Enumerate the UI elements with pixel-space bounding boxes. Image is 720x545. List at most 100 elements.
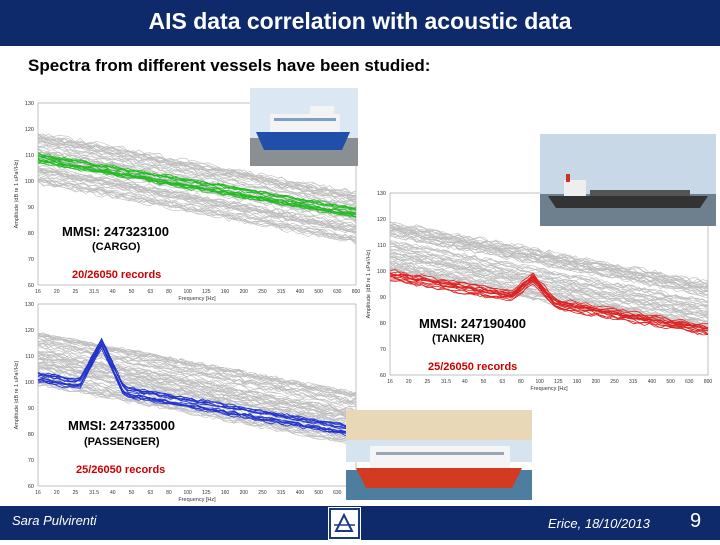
y-tick-label: 60 — [380, 373, 386, 379]
vessel-spectrum-line — [389, 273, 709, 330]
x-tick-label: 31.5 — [89, 289, 99, 295]
background-spectrum-line — [389, 223, 709, 287]
x-tick-label: 100 — [183, 289, 192, 295]
passenger-type-label: (PASSENGER) — [84, 436, 160, 448]
background-spectrum-line — [389, 273, 709, 332]
slide-title: AIS data correlation with acoustic data — [148, 8, 572, 34]
vessel-spectrum-line — [37, 344, 357, 436]
tanker-ship-photo — [540, 134, 716, 226]
vessel-spectrum-line — [37, 338, 357, 428]
background-spectrum-line — [37, 133, 357, 193]
y-tick-label: 120 — [377, 217, 386, 223]
y-tick-label: 130 — [377, 191, 386, 197]
x-tick-label: 400 — [296, 490, 305, 496]
x-tick-label: 200 — [592, 379, 601, 385]
x-tick-label: 25 — [73, 490, 79, 496]
background-spectrum-line — [389, 231, 709, 297]
vessel-spectrum-line — [389, 280, 709, 336]
background-spectrum-line — [37, 181, 357, 244]
cargo-ship-photo — [250, 88, 358, 166]
y-axis-label: Amplitude (dB re 1 uPa²/Hz) — [14, 159, 20, 228]
y-tick-label: 130 — [25, 101, 34, 107]
background-spectrum-line — [37, 133, 357, 199]
x-tick-label: 800 — [704, 379, 713, 385]
x-tick-label: 80 — [166, 490, 172, 496]
background-spectrum-line — [37, 143, 357, 207]
x-tick-label: 630 — [333, 490, 342, 496]
x-axis-label: Frequency [Hz] — [178, 296, 216, 302]
x-tick-label: 125 — [202, 289, 211, 295]
x-tick-label: 200 — [240, 289, 249, 295]
cargo-mmsi-label: MMSI: 247323100 — [62, 224, 169, 239]
x-tick-label: 500 — [314, 289, 323, 295]
y-tick-label: 90 — [28, 205, 34, 211]
background-spectrum-line — [37, 133, 357, 195]
background-spectrum-line — [37, 337, 357, 402]
tanker-type-label: (TANKER) — [432, 333, 485, 345]
background-spectrum-line — [389, 251, 709, 312]
y-tick-label: 70 — [380, 347, 386, 353]
x-tick-label: 80 — [518, 379, 524, 385]
vessel-spectrum-line — [389, 273, 709, 329]
x-tick-label: 250 — [610, 379, 619, 385]
x-tick-label: 200 — [240, 490, 249, 496]
background-spectrum-line — [37, 144, 357, 208]
background-spectrum-line — [37, 362, 357, 425]
y-tick-label: 120 — [25, 127, 34, 133]
background-spectrum-line — [37, 167, 357, 228]
background-spectrum-line — [37, 165, 357, 228]
y-tick-label: 80 — [28, 432, 34, 438]
background-spectrum-line — [37, 176, 357, 242]
x-tick-label: 125 — [554, 379, 563, 385]
background-spectrum-line — [37, 169, 357, 229]
x-tick-label: 80 — [166, 289, 172, 295]
x-tick-label: 100 — [535, 379, 544, 385]
x-tick-label: 63 — [499, 379, 505, 385]
vessel-spectrum-line — [389, 280, 709, 336]
vessel-spectrum-line — [37, 157, 357, 215]
y-tick-label: 60 — [28, 484, 34, 490]
y-tick-label: 100 — [377, 269, 386, 275]
vessel-spectrum-line — [37, 154, 357, 211]
y-tick-label: 100 — [25, 179, 34, 185]
y-tick-label: 90 — [28, 406, 34, 412]
y-axis-label: Amplitude (dB re 1 uPa²/Hz) — [366, 249, 372, 318]
x-tick-label: 50 — [129, 289, 135, 295]
x-tick-label: 25 — [73, 289, 79, 295]
x-tick-label: 40 — [110, 289, 116, 295]
background-spectrum-line — [37, 170, 357, 233]
background-spectrum-line — [37, 340, 357, 403]
background-spectrum-line — [37, 361, 357, 425]
y-tick-label: 110 — [25, 354, 34, 360]
x-tick-label: 20 — [54, 490, 60, 496]
passenger-ship-photo — [346, 410, 532, 500]
tanker-mmsi-label: MMSI: 247190400 — [419, 316, 526, 331]
y-tick-label: 80 — [380, 321, 386, 327]
x-tick-label: 250 — [258, 289, 267, 295]
passenger-records-label: 25/26050 records — [76, 464, 166, 476]
background-spectrum-line — [389, 243, 709, 305]
background-spectrum-line — [389, 255, 709, 316]
background-spectrum-line — [389, 245, 709, 308]
background-spectrum-line — [37, 180, 357, 243]
x-tick-label: 400 — [296, 289, 305, 295]
x-axis-label: Frequency [Hz] — [530, 386, 568, 392]
y-tick-label: 70 — [28, 458, 34, 464]
background-spectrum-line — [37, 340, 357, 403]
background-spectrum-line — [389, 234, 709, 299]
y-tick-label: 120 — [25, 328, 34, 334]
x-tick-label: 630 — [333, 289, 342, 295]
background-spectrum-line — [37, 170, 357, 234]
x-axis-label: Frequency [Hz] — [178, 497, 216, 503]
footer-author: Sara Pulvirenti — [12, 513, 97, 528]
background-spectrum-line — [389, 224, 709, 286]
x-tick-label: 315 — [629, 379, 638, 385]
slide-number: 9 — [690, 510, 702, 532]
background-spectrum-line — [37, 137, 357, 199]
background-spectrum-line — [389, 224, 709, 288]
vessel-spectrum-line — [37, 160, 357, 215]
background-spectrum-line — [389, 260, 709, 322]
tanker-records-label: 25/26050 records — [428, 361, 518, 373]
x-tick-label: 160 — [221, 289, 230, 295]
footer-event: Erice, 18/10/2013 — [548, 516, 650, 531]
